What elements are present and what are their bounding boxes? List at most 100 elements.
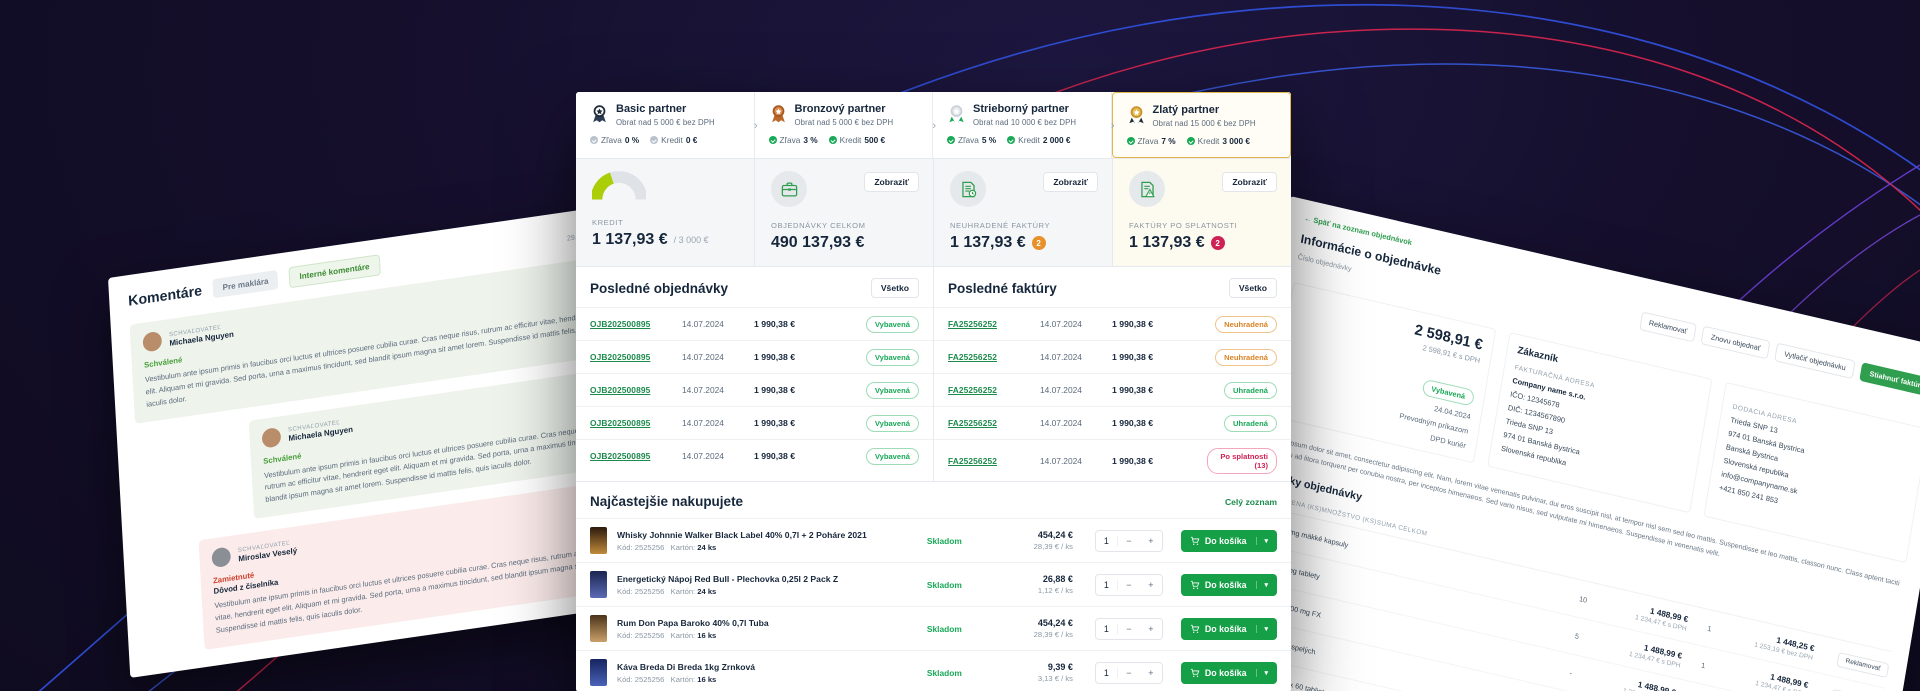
quantity-value[interactable]: 1 xyxy=(1096,535,1118,546)
chevron-down-icon[interactable]: ▾ xyxy=(1256,624,1268,633)
order-id-link[interactable]: OJB202500895 xyxy=(590,451,651,461)
invoice-id-link[interactable]: FA25256252 xyxy=(948,385,997,395)
recent-orders-list: Posledné objednávky Všetko OJB202500895 … xyxy=(576,267,934,481)
table-row[interactable]: FA25256252 14.07.2024 1 990,38 € Po spla… xyxy=(934,439,1291,481)
check-icon xyxy=(1126,136,1135,145)
tile-value: 1 137,93 € xyxy=(950,234,1026,251)
quantity-stepper[interactable]: 1 − + xyxy=(1094,529,1163,552)
partner-card-bronze[interactable]: Bronzový partner Obrat nad 5 000 € bez D… xyxy=(755,92,936,158)
discount-label: Zľava xyxy=(1137,135,1159,146)
invoice-id-link[interactable]: FA25256252 xyxy=(948,418,997,428)
chevron-right-icon: › xyxy=(1110,120,1115,132)
invoice-id-link[interactable]: FA25256252 xyxy=(948,352,997,362)
quantity-value[interactable]: 1 xyxy=(1096,623,1118,634)
order-id-link[interactable]: OJB202500895 xyxy=(590,319,651,329)
tab-internal-comments[interactable]: Interné komentáre xyxy=(288,254,381,289)
discount-label: Zľava xyxy=(601,134,622,145)
show-button[interactable]: Zobraziť xyxy=(1222,172,1277,192)
decrement-button[interactable]: − xyxy=(1126,535,1132,546)
show-all-invoices-button[interactable]: Všetko xyxy=(1228,278,1277,298)
add-to-cart-button[interactable]: Do košíka ▾ xyxy=(1180,529,1277,552)
add-to-cart-button[interactable]: Do košíka ▾ xyxy=(1180,617,1277,640)
increment-button[interactable]: + xyxy=(1148,579,1154,590)
product-name[interactable]: Rum Don Papa Baroko 40% 0,7l Tuba xyxy=(617,617,769,628)
products-header: Najčastejšie nakupujete Celý zoznam xyxy=(576,481,1291,518)
quantity-stepper[interactable]: 1 − + xyxy=(1094,661,1163,684)
order-id-link[interactable]: OJB202500895 xyxy=(590,352,651,362)
increment-button[interactable]: + xyxy=(1148,623,1154,634)
partner-turnover: Obrat nad 10 000 € bez DPH xyxy=(973,117,1077,127)
invoice-date: 14.07.2024 xyxy=(1040,455,1082,466)
product-info: Whisky Johnnie Walker Black Label 40% 0,… xyxy=(617,530,917,552)
increment-button[interactable]: + xyxy=(1148,535,1154,546)
product-row: Whisky Johnnie Walker Black Label 40% 0,… xyxy=(576,518,1291,562)
invoice-date: 14.07.2024 xyxy=(1040,418,1082,428)
comments-panel: Komentáre Pre maklára Interné komentáre … xyxy=(108,202,657,678)
product-thumbnail xyxy=(590,659,607,686)
decrement-button[interactable]: − xyxy=(1126,623,1132,634)
partner-card-gold[interactable]: Zlatý partner Obrat nad 15 000 € bez DPH… xyxy=(1111,92,1291,158)
partner-card-basic[interactable]: Basic partner Obrat nad 5 000 € bez DPH … xyxy=(576,92,758,158)
table-row[interactable]: FA25256252 14.07.2024 1 990,38 € Neuhrad… xyxy=(934,307,1291,340)
table-row[interactable]: OJB202500895 14.07.2024 1 990,38 € Vybav… xyxy=(576,340,933,373)
chevron-down-icon[interactable]: ▾ xyxy=(1256,536,1268,545)
product-carton: 16 ks xyxy=(697,674,717,684)
table-row[interactable]: FA25256252 14.07.2024 1 990,38 € Uhraden… xyxy=(934,373,1291,406)
quantity-value[interactable]: 1 xyxy=(1096,667,1118,678)
show-button[interactable]: Zobraziť xyxy=(864,172,919,192)
table-row[interactable]: FA25256252 14.07.2024 1 990,38 € Uhraden… xyxy=(934,406,1291,439)
cart-icon xyxy=(1190,580,1200,589)
product-price: 454,24 € xyxy=(1037,530,1073,540)
product-name[interactable]: Whisky Johnnie Walker Black Label 40% 0,… xyxy=(617,529,867,540)
discount-value: 0 % xyxy=(624,134,640,145)
quantity-stepper[interactable]: 1 − + xyxy=(1094,617,1163,640)
chevron-down-icon[interactable]: ▾ xyxy=(1256,580,1268,589)
tile-overdue-invoices: Zobraziť FAKTÚRY PO SPLATNOSTI 1 137,93 … xyxy=(1113,159,1291,266)
invoice-id-link[interactable]: FA25256252 xyxy=(948,319,997,329)
quantity-stepper[interactable]: 1 − + xyxy=(1094,573,1163,596)
decrement-button[interactable]: − xyxy=(1126,579,1132,590)
tile-credit: KREDIT 1 137,93 € / 3 000 € xyxy=(576,159,755,266)
medal-icon xyxy=(593,105,606,123)
invoice-id-link[interactable]: FA25256252 xyxy=(948,455,997,466)
carton-label: Kartón: xyxy=(670,586,696,596)
product-info: Rum Don Papa Baroko 40% 0,7l Tuba Kód: 2… xyxy=(617,618,917,640)
chevron-down-icon[interactable]: ▾ xyxy=(1256,668,1268,677)
partner-credit: Kredit 0 € xyxy=(650,135,697,145)
increment-button[interactable]: + xyxy=(1148,667,1154,678)
show-all-orders-button[interactable]: Všetko xyxy=(870,278,919,298)
comments-title: Komentáre xyxy=(127,282,203,310)
add-to-cart-button[interactable]: Do košíka ▾ xyxy=(1180,573,1277,596)
table-row[interactable]: FA25256252 14.07.2024 1 990,38 € Neuhrad… xyxy=(934,340,1291,373)
full-list-link[interactable]: Celý zoznam xyxy=(1224,496,1277,507)
show-button[interactable]: Zobraziť xyxy=(1043,172,1098,192)
order-amount: 1 990,38 € xyxy=(754,385,796,395)
add-to-cart-button[interactable]: Do košíka ▾ xyxy=(1180,661,1277,684)
chevron-right-icon: › xyxy=(932,120,936,132)
status-badge: Vybavená xyxy=(865,315,919,333)
code-label: Kód: xyxy=(617,542,633,552)
tile-label: NEUHRADENÉ FAKTÚRY xyxy=(950,221,1051,230)
decrement-button[interactable]: − xyxy=(1126,667,1132,678)
status-badge: Uhradená xyxy=(1223,414,1277,432)
col-price: CENA (KS) xyxy=(1285,498,1323,514)
carton-label: Kartón: xyxy=(670,542,696,552)
invoice-status-wrap: Po splatnosti (13) xyxy=(1207,447,1277,474)
tab-for-broker[interactable]: Pre maklára xyxy=(212,269,279,299)
partner-card-silver[interactable]: Strieborný partner Obrat nad 10 000 € be… xyxy=(933,92,1115,158)
check-icon xyxy=(590,135,598,144)
table-row[interactable]: OJB202500895 14.07.2024 1 990,38 € Vybav… xyxy=(576,373,933,406)
table-row[interactable]: OJB202500895 14.07.2024 1 990,38 € Vybav… xyxy=(576,406,933,439)
product-name[interactable]: Káva Breda Di Breda 1kg Zrnková xyxy=(617,661,756,672)
table-row[interactable]: OJB202500895 14.07.2024 1 990,38 € Vybav… xyxy=(576,439,933,472)
partner-discount: Zľava 7 % xyxy=(1126,135,1176,146)
order-id-link[interactable]: OJB202500895 xyxy=(590,418,651,428)
invoice-status-wrap: Neuhradená xyxy=(1207,348,1277,366)
product-name[interactable]: Energetický Nápoj Red Bull - Plechovka 0… xyxy=(617,573,839,584)
quantity-value[interactable]: 1 xyxy=(1096,579,1118,590)
credit-value: 0 € xyxy=(685,134,698,145)
claim-button[interactable]: Reklamovať xyxy=(1836,652,1890,679)
table-row[interactable]: OJB202500895 14.07.2024 1 990,38 € Vybav… xyxy=(576,307,933,340)
order-id-link[interactable]: OJB202500895 xyxy=(590,385,651,395)
